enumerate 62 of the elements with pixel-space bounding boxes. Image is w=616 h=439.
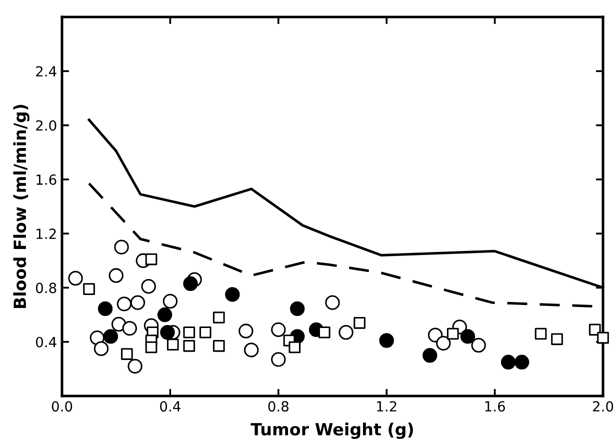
point	[446, 328, 459, 340]
point	[354, 316, 366, 329]
point	[108, 268, 124, 283]
point	[103, 329, 118, 344]
point	[94, 341, 109, 356]
point	[157, 307, 172, 322]
point	[212, 340, 225, 352]
y-tick-label: 2.0	[36, 120, 56, 131]
point	[166, 338, 179, 350]
point	[145, 253, 158, 266]
point	[318, 326, 330, 338]
point	[162, 294, 178, 309]
point	[183, 340, 196, 352]
point	[145, 341, 158, 354]
point	[288, 341, 301, 354]
point	[225, 287, 240, 302]
x-tick-label: 0.8	[268, 401, 288, 412]
point	[199, 326, 212, 338]
x-tick-label: 0.4	[160, 401, 180, 412]
point	[436, 336, 451, 351]
point	[460, 329, 476, 344]
y-tick-label: 2.4	[36, 66, 56, 76]
point	[212, 312, 225, 324]
point	[379, 333, 394, 348]
point	[471, 338, 486, 353]
point	[114, 240, 129, 254]
x-tick-label: 1.2	[377, 401, 396, 412]
point	[238, 324, 254, 338]
point	[422, 348, 438, 363]
x-tick-label: 2.0	[592, 401, 614, 412]
point	[83, 283, 95, 295]
point	[338, 325, 354, 340]
point	[68, 270, 83, 286]
point	[290, 301, 305, 316]
point	[514, 354, 530, 370]
y-tick-label: 1.6	[36, 174, 56, 185]
point	[271, 322, 286, 338]
point	[588, 324, 601, 336]
point	[597, 332, 609, 344]
point	[160, 325, 175, 340]
point	[130, 295, 146, 310]
point	[325, 295, 340, 310]
y-tick-label: 0.8	[36, 282, 56, 294]
point	[141, 279, 156, 294]
point	[271, 352, 286, 367]
y-tick-label: 1.2	[36, 228, 56, 239]
x-tick-label: 0.0	[52, 401, 72, 412]
point	[98, 301, 113, 316]
point	[551, 333, 563, 346]
point	[128, 358, 142, 374]
point	[244, 342, 259, 358]
point	[122, 320, 137, 336]
point	[500, 354, 516, 370]
point	[534, 328, 547, 340]
point	[116, 296, 132, 312]
y-tick-label: 0.4	[36, 336, 56, 348]
point	[121, 348, 133, 360]
x-tick-label: 1.6	[485, 401, 505, 412]
y-axis-title: Blood Flow (ml/min/g)	[13, 104, 30, 308]
x-axis-title: Tumor Weight (g)	[250, 422, 413, 439]
point	[183, 276, 198, 292]
point	[183, 326, 196, 338]
